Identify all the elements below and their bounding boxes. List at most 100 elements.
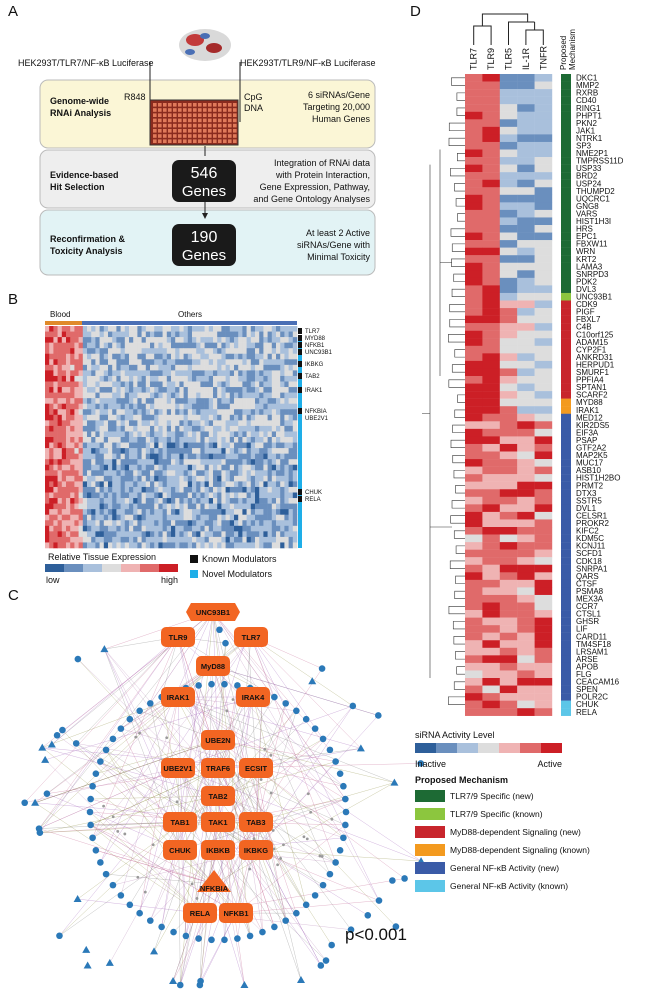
heat-cell <box>150 420 155 427</box>
mechanism-cell <box>561 330 571 339</box>
heat-cell <box>267 509 273 515</box>
heat-cell <box>482 511 500 520</box>
heat-cell <box>259 525 264 532</box>
mechanism-cell <box>561 647 571 656</box>
heat-cell <box>292 375 298 382</box>
legend-swatch <box>190 555 198 563</box>
heat-cell <box>137 364 142 371</box>
heat-cell <box>141 403 147 410</box>
heat-cell <box>517 338 535 346</box>
heat-cell <box>124 425 130 432</box>
heat-cell <box>246 531 252 538</box>
heat-cell <box>196 387 201 393</box>
heat-cell <box>200 437 205 443</box>
heat-cell <box>78 342 84 349</box>
heat-cell <box>229 392 235 399</box>
heat-cell <box>103 414 109 421</box>
heat-cell <box>175 464 180 471</box>
legend-label: General NF-κB Activity (known) <box>450 881 568 891</box>
heat-cell <box>196 536 201 543</box>
heat-cell <box>280 414 285 421</box>
heat-cell <box>74 437 79 443</box>
heat-cell <box>284 337 289 343</box>
heat-cell <box>141 442 147 449</box>
heat-cell <box>221 453 226 460</box>
heat-cell <box>517 451 535 460</box>
heat-cell <box>175 542 180 549</box>
heat-cell <box>91 481 96 488</box>
heat-cell <box>61 342 67 349</box>
heat-cell <box>141 364 147 371</box>
heat-cell <box>255 475 260 482</box>
mechanism-cell <box>561 345 571 354</box>
heat-cell <box>242 486 247 493</box>
heat-cell <box>82 387 88 393</box>
heat-cell <box>82 337 88 343</box>
heat-cell <box>204 525 210 532</box>
well <box>208 103 212 107</box>
heat-cell <box>45 409 50 416</box>
heat-cell <box>120 425 126 432</box>
heat-cell <box>221 459 226 466</box>
heat-cell <box>108 409 113 416</box>
heat-cell <box>517 194 535 203</box>
heat-cell <box>284 348 289 355</box>
heat-cell <box>103 509 109 515</box>
heat-cell <box>49 392 54 399</box>
heat-cell <box>217 409 222 416</box>
node <box>239 758 273 778</box>
heat-cell <box>465 172 483 180</box>
heat-cell <box>288 337 294 343</box>
heat-cell <box>284 459 289 466</box>
heat-cell <box>499 632 518 641</box>
edge <box>212 665 347 813</box>
heat-cell <box>276 331 281 338</box>
heat-cell <box>288 359 294 366</box>
gene-label: HERPUD1 <box>576 360 615 369</box>
heat-cell <box>250 503 256 510</box>
heat-cell <box>221 520 226 527</box>
heat-cell <box>221 364 226 371</box>
heat-cell <box>95 359 100 366</box>
heat-cell <box>103 486 109 493</box>
heat-cell <box>95 481 100 488</box>
heat-cell <box>78 464 84 471</box>
heat-cell <box>133 509 138 515</box>
heat-cell <box>158 448 163 454</box>
heat-cell <box>82 409 88 416</box>
heat-cell <box>196 398 201 404</box>
heat-cell <box>288 414 294 421</box>
heat-cell <box>234 381 239 388</box>
heat-cell <box>158 531 163 538</box>
heat-cell <box>255 514 260 521</box>
heat-cell <box>57 425 63 432</box>
heat-cell <box>200 375 205 382</box>
heat-cell <box>465 323 483 331</box>
mechanism-cell <box>561 270 571 279</box>
edge <box>250 636 380 901</box>
heat-cell <box>95 326 100 332</box>
heat-cell <box>129 414 134 421</box>
heat-cell <box>82 375 88 382</box>
heat-cell <box>116 464 121 471</box>
heat-cell <box>192 503 197 510</box>
heat-cell <box>225 470 231 477</box>
step-detail: and Gene Ontology Analyses <box>253 194 370 204</box>
edge <box>252 696 331 875</box>
heat-cell <box>82 392 88 399</box>
heat-cell <box>517 164 535 173</box>
outer-node <box>21 799 28 807</box>
heat-cell <box>482 232 500 241</box>
node <box>234 627 268 647</box>
mechanism-cell <box>561 534 571 543</box>
heat-cell <box>187 459 193 466</box>
heat-cell <box>499 202 518 211</box>
heat-cell <box>517 277 535 286</box>
heat-cell <box>259 364 264 371</box>
heat-cell <box>192 442 197 449</box>
heat-cell <box>141 375 147 382</box>
heat-cell <box>196 425 201 432</box>
heat-cell <box>192 342 197 349</box>
heat-cell <box>103 542 109 549</box>
heat-cell <box>204 420 210 427</box>
